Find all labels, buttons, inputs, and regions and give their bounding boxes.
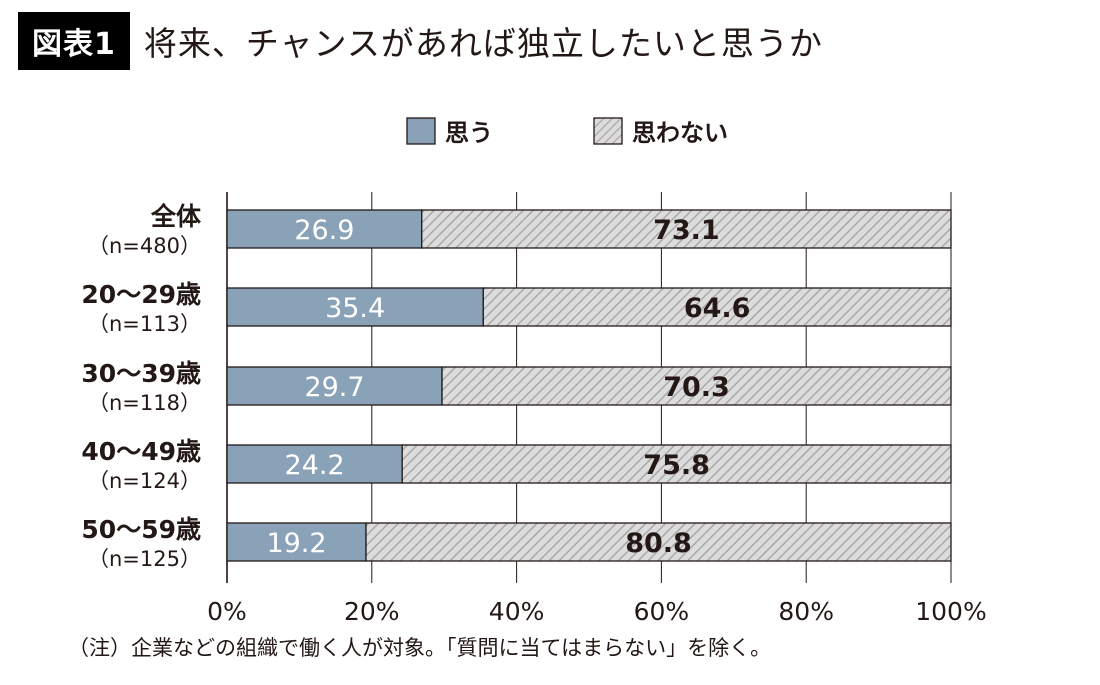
bar-segment-yes — [226, 444, 403, 484]
data-label: 26.9 — [294, 215, 354, 246]
bar-segment-no — [421, 209, 952, 249]
x-tick-label: 100% — [915, 597, 986, 626]
legend-label: 思わない — [632, 119, 728, 147]
legend-swatch-yes — [406, 117, 436, 145]
data-label: 80.8 — [625, 528, 692, 559]
legend-label: 思う — [445, 119, 493, 147]
data-label: 29.7 — [304, 372, 364, 403]
data-label: 75.8 — [643, 450, 710, 481]
category-label: 40〜49歳 — [81, 437, 201, 466]
title-text: 将来、チャンスがあれば独立したいと思うか — [143, 24, 823, 63]
figure-label: 図表1 — [18, 12, 130, 70]
category-sublabel: （n=113） — [88, 312, 201, 336]
x-tick-label: 60% — [634, 597, 690, 626]
x-tick-label: 20% — [344, 597, 400, 626]
bar-segment-no — [401, 444, 952, 484]
bar-segment-no — [482, 287, 952, 327]
x-tick-label: 0% — [207, 597, 247, 626]
bar-segment-no — [365, 522, 952, 562]
data-label: 19.2 — [266, 528, 326, 559]
chart-title: 図表1 将来、チャンスがあれば独立したいと思うか — [18, 10, 823, 72]
category-label: 20〜29歳 — [81, 280, 201, 309]
data-label: 70.3 — [663, 372, 730, 403]
category-label: 50〜59歳 — [81, 515, 201, 544]
x-tick-label: 80% — [778, 597, 834, 626]
bar-segment-no — [441, 366, 952, 406]
bar-segment-yes — [226, 287, 484, 327]
bar-segment-yes — [226, 522, 367, 562]
data-label: 24.2 — [285, 450, 345, 481]
category-sublabel: （n=480） — [88, 234, 201, 258]
category-label: 全体 — [150, 202, 202, 231]
x-tick-label: 40% — [489, 597, 545, 626]
data-label: 64.6 — [684, 293, 751, 324]
bar-segment-yes — [226, 366, 443, 406]
legend-swatch-no — [593, 117, 623, 145]
data-label: 73.1 — [653, 215, 720, 246]
footnote: （注）企業などの組織で働く人が対象。「質問に当てはまらない」を除く。 — [68, 636, 772, 660]
category-sublabel: （n=124） — [88, 469, 201, 493]
data-label: 35.4 — [325, 293, 385, 324]
category-sublabel: （n=118） — [88, 391, 201, 415]
bar-segment-yes — [226, 209, 423, 249]
category-sublabel: （n=125） — [88, 547, 201, 571]
category-label: 30〜39歳 — [81, 359, 201, 388]
